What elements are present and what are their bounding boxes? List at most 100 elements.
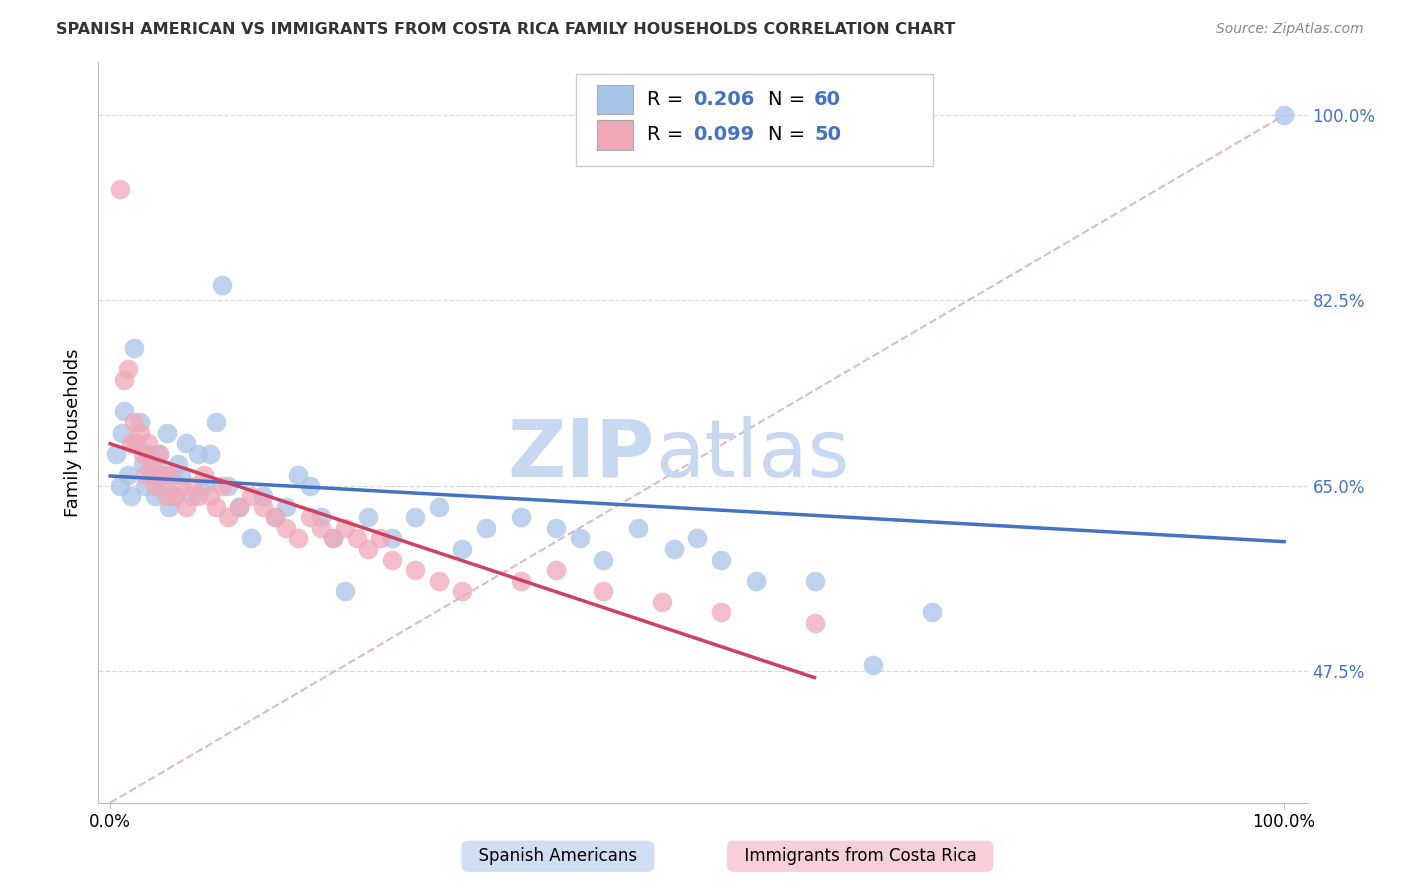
- Point: [287, 532, 309, 546]
- Point: [152, 478, 174, 492]
- Point: [263, 510, 285, 524]
- Point: [155, 425, 177, 440]
- Point: [252, 489, 274, 503]
- Point: [346, 532, 368, 546]
- Point: [181, 478, 204, 492]
- Point: [333, 521, 356, 535]
- Point: [148, 447, 170, 461]
- Point: [193, 478, 215, 492]
- Point: [157, 500, 180, 514]
- Point: [357, 541, 380, 556]
- Point: [155, 489, 177, 503]
- Text: Immigrants from Costa Rica: Immigrants from Costa Rica: [734, 847, 987, 865]
- Text: Spanish Americans: Spanish Americans: [468, 847, 648, 865]
- Point: [287, 467, 309, 482]
- Point: [217, 478, 239, 492]
- Point: [1272, 108, 1295, 122]
- Point: [160, 467, 183, 482]
- Point: [240, 489, 263, 503]
- Point: [651, 595, 673, 609]
- Point: [108, 478, 131, 492]
- Point: [333, 584, 356, 599]
- Text: 60: 60: [814, 90, 841, 109]
- Point: [143, 489, 166, 503]
- Y-axis label: Family Households: Family Households: [63, 349, 82, 516]
- Point: [217, 510, 239, 524]
- Point: [141, 458, 163, 472]
- Text: 0.206: 0.206: [693, 90, 755, 109]
- Point: [627, 521, 650, 535]
- Point: [686, 532, 709, 546]
- Point: [592, 552, 614, 566]
- Point: [163, 489, 186, 503]
- Point: [108, 182, 131, 196]
- Point: [451, 541, 474, 556]
- Point: [568, 532, 591, 546]
- Point: [128, 415, 150, 429]
- Point: [187, 447, 209, 461]
- Point: [404, 510, 426, 524]
- Point: [298, 478, 321, 492]
- Point: [662, 541, 685, 556]
- Point: [169, 478, 191, 492]
- Point: [451, 584, 474, 599]
- Point: [132, 447, 155, 461]
- Point: [146, 458, 169, 472]
- Point: [368, 532, 391, 546]
- Text: SPANISH AMERICAN VS IMMIGRANTS FROM COSTA RICA FAMILY HOUSEHOLDS CORRELATION CHA: SPANISH AMERICAN VS IMMIGRANTS FROM COST…: [56, 22, 956, 37]
- Point: [228, 500, 250, 514]
- Point: [125, 436, 148, 450]
- Point: [252, 500, 274, 514]
- Point: [404, 563, 426, 577]
- Point: [510, 510, 533, 524]
- Point: [427, 574, 450, 588]
- Text: N =: N =: [768, 90, 811, 109]
- Text: ZIP: ZIP: [508, 416, 655, 494]
- Point: [710, 552, 733, 566]
- Point: [311, 521, 333, 535]
- Point: [475, 521, 498, 535]
- Text: atlas: atlas: [655, 416, 849, 494]
- Point: [276, 500, 298, 514]
- Point: [228, 500, 250, 514]
- Point: [322, 532, 344, 546]
- Point: [152, 467, 174, 482]
- Text: N =: N =: [768, 126, 811, 145]
- Point: [427, 500, 450, 514]
- Point: [167, 458, 190, 472]
- Point: [176, 500, 198, 514]
- Point: [136, 436, 159, 450]
- FancyBboxPatch shape: [576, 73, 932, 166]
- Point: [710, 606, 733, 620]
- Point: [546, 563, 568, 577]
- FancyBboxPatch shape: [596, 85, 633, 114]
- Point: [132, 458, 155, 472]
- Point: [136, 447, 159, 461]
- Point: [181, 489, 204, 503]
- Point: [263, 510, 285, 524]
- Point: [157, 467, 180, 482]
- Point: [112, 404, 135, 418]
- Point: [105, 447, 128, 461]
- Point: [134, 478, 156, 492]
- Point: [211, 478, 233, 492]
- Point: [546, 521, 568, 535]
- Point: [148, 447, 170, 461]
- Point: [120, 489, 142, 503]
- Point: [120, 436, 142, 450]
- Text: Source: ZipAtlas.com: Source: ZipAtlas.com: [1216, 22, 1364, 37]
- Point: [176, 436, 198, 450]
- Point: [143, 478, 166, 492]
- Point: [134, 467, 156, 482]
- Point: [276, 521, 298, 535]
- Point: [240, 532, 263, 546]
- Point: [298, 510, 321, 524]
- Point: [381, 532, 404, 546]
- Point: [198, 447, 221, 461]
- Point: [122, 341, 145, 355]
- Point: [592, 584, 614, 599]
- Text: 50: 50: [814, 126, 841, 145]
- Point: [112, 373, 135, 387]
- Point: [204, 415, 226, 429]
- Point: [141, 467, 163, 482]
